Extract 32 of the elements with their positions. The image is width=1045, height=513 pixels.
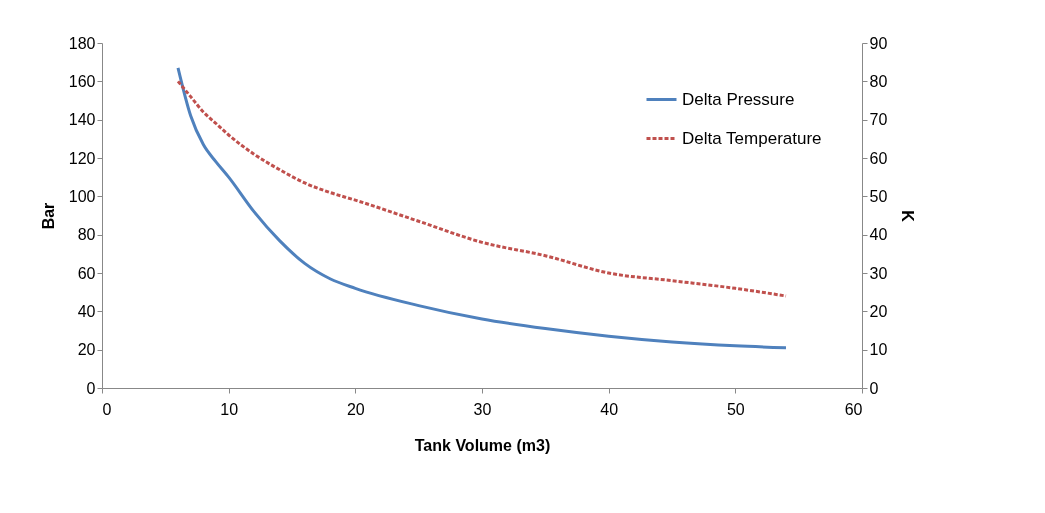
y-tick-label: 20 (77, 341, 96, 359)
x-tick-label: 0 (102, 400, 112, 418)
y-tick-label: 40 (77, 302, 96, 320)
y2-tick-label: 50 (869, 187, 888, 205)
y-tick-label: 140 (68, 111, 96, 129)
y-tick-label: 120 (68, 149, 96, 167)
x-tick-label: 10 (220, 400, 239, 418)
x-tick-label: 20 (346, 400, 365, 418)
y2-axis-title: K (899, 210, 917, 223)
legend-label: Delta Temperature (682, 128, 822, 148)
y2-tick-label: 80 (869, 72, 888, 90)
y-tick-label: 160 (68, 72, 96, 90)
y2-tick-label: 60 (869, 149, 888, 167)
x-tick-label: 50 (726, 400, 745, 418)
y2-tick-label: 70 (869, 111, 888, 129)
x-axis-title: Tank Volume (m3) (414, 436, 551, 454)
y-axis-title: Bar (39, 202, 57, 230)
y-tick-label: 0 (86, 379, 96, 397)
y2-tick-label: 0 (869, 379, 879, 397)
y-tick-label: 60 (77, 264, 96, 282)
x-tick-label: 60 (844, 400, 863, 418)
y2-tick-label: 40 (869, 226, 888, 244)
y2-tick-label: 20 (869, 302, 888, 320)
legend-label: Delta Pressure (682, 89, 795, 109)
x-tick-label: 40 (600, 400, 619, 418)
y-tick-label: 180 (68, 34, 96, 52)
y-tick-label: 100 (68, 187, 96, 205)
x-tick-label: 30 (473, 400, 492, 418)
y2-tick-label: 10 (869, 341, 888, 359)
y2-tick-label: 30 (869, 264, 888, 282)
y2-tick-label: 90 (869, 34, 888, 52)
y-tick-label: 80 (77, 226, 96, 244)
